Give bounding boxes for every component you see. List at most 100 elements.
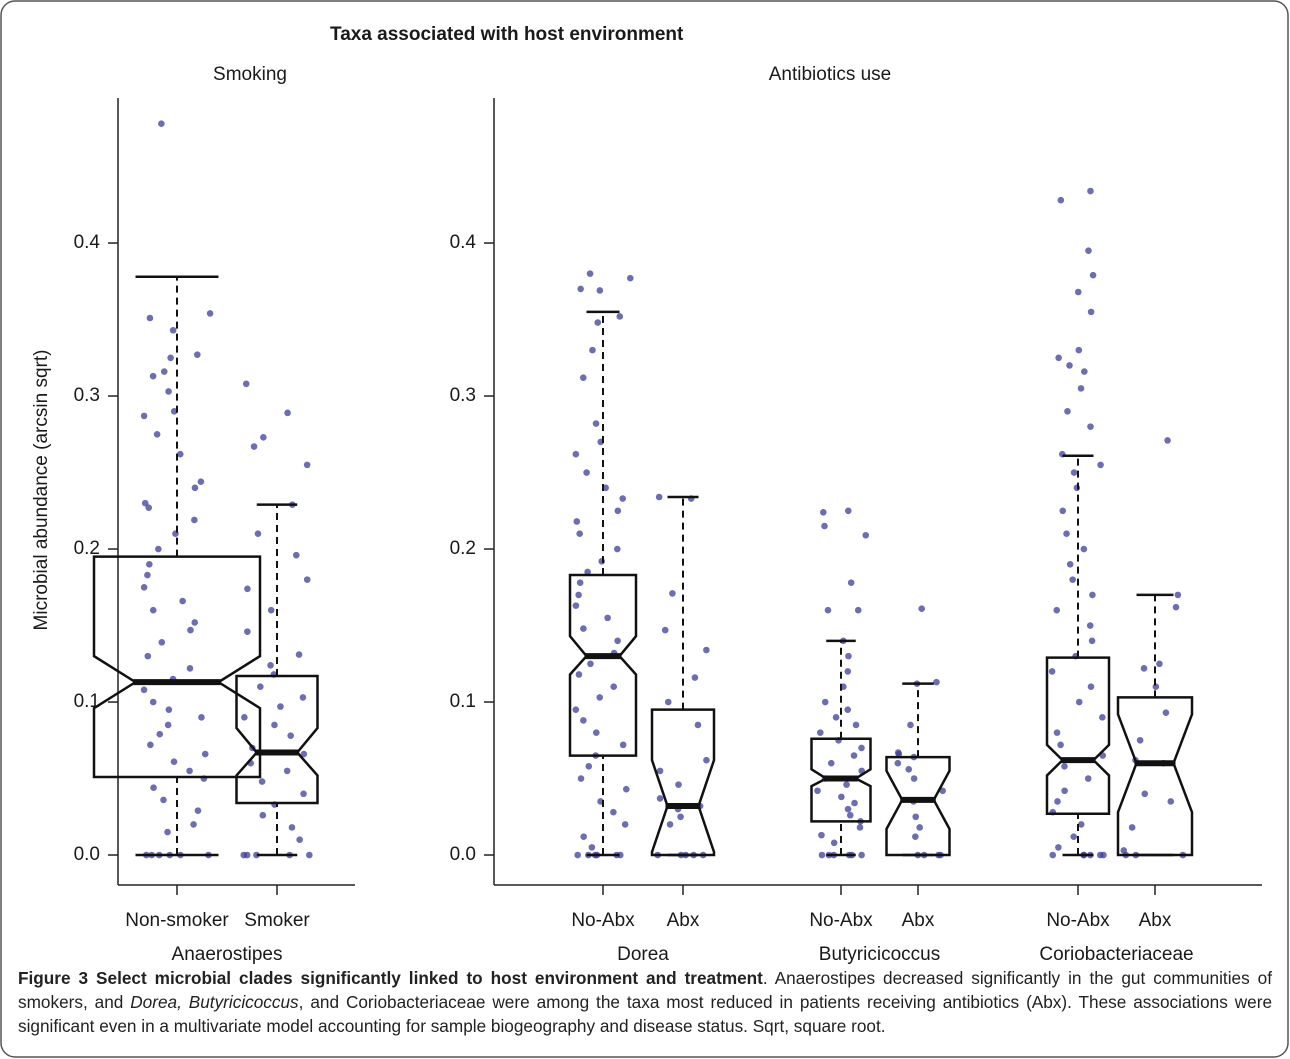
data-point [156, 730, 164, 738]
data-point [206, 310, 214, 317]
box [885, 755, 951, 857]
data-point [186, 665, 194, 672]
data-point [664, 698, 672, 706]
data-point [191, 516, 198, 524]
data-point [253, 851, 260, 859]
data-point [596, 287, 604, 294]
data-point [933, 678, 940, 686]
data-point [596, 694, 604, 701]
data-point [155, 545, 162, 553]
y-tick-label: 0.3 [74, 385, 100, 406]
data-point [669, 590, 676, 597]
data-point [838, 793, 845, 801]
data-point [258, 778, 266, 785]
data-point [576, 530, 583, 538]
x-tick-label: No-Abx [1046, 910, 1110, 931]
data-point [852, 721, 860, 729]
data-point [818, 831, 825, 839]
data-point [170, 408, 178, 415]
data-point [814, 787, 821, 795]
data-point [610, 808, 617, 816]
data-point [254, 530, 262, 538]
group-label: Anaerostipes [172, 944, 283, 965]
data-point [150, 784, 157, 791]
data-point [918, 605, 925, 612]
x-tick-label: Abx [1139, 910, 1172, 931]
data-point [153, 430, 161, 438]
data-point [1089, 591, 1096, 599]
data-point [169, 326, 177, 334]
data-point [1088, 637, 1096, 645]
data-point [844, 668, 852, 675]
data-point [271, 721, 278, 729]
data-point [179, 597, 186, 605]
x-tick-label: Abx [902, 910, 935, 931]
data-point [1070, 469, 1078, 476]
data-point [1075, 698, 1083, 706]
data-point [577, 775, 585, 782]
data-point [1055, 354, 1062, 362]
data-point [141, 499, 149, 507]
data-point [284, 409, 291, 417]
data-point [910, 775, 918, 782]
data-point [292, 551, 300, 559]
data-point [1086, 622, 1094, 629]
data-point [821, 698, 829, 706]
data-point [1064, 408, 1071, 415]
data-point [160, 796, 167, 804]
data-point [656, 767, 664, 775]
data-point [604, 614, 611, 622]
y-tick-label: 0.2 [74, 538, 100, 559]
caption: Figure 3 Select microbial clades signifi… [18, 966, 1272, 1038]
data-point [1084, 775, 1092, 782]
data-point [201, 750, 209, 758]
caption-text: , and Coriobacteriaceae were among the t… [18, 992, 1273, 1036]
data-point [257, 683, 264, 691]
data-point [579, 374, 587, 381]
data-point [703, 756, 710, 764]
box [1116, 696, 1194, 857]
y-tick-label: 0.0 [74, 844, 100, 865]
data-point [1097, 461, 1104, 469]
data-point [894, 759, 902, 767]
data-point [573, 518, 581, 525]
data-point [165, 388, 172, 395]
data-point [186, 767, 193, 775]
x-tick-label: Smoker [244, 910, 310, 931]
data-point [621, 821, 629, 828]
data-point [158, 639, 166, 646]
y-tick-label: 0.4 [74, 232, 101, 253]
data-point [1164, 437, 1171, 444]
data-point [854, 606, 862, 614]
data-point [827, 759, 835, 767]
data-point [586, 270, 594, 277]
data-point [587, 660, 594, 668]
data-point [576, 579, 584, 586]
data-point [585, 762, 593, 770]
data-point [1069, 576, 1076, 583]
data-point [147, 741, 154, 749]
data-point [267, 662, 274, 669]
data-point [241, 714, 248, 721]
data-point [1053, 729, 1061, 736]
data-point [858, 744, 865, 752]
data-point [1085, 247, 1092, 254]
data-point [1049, 851, 1057, 859]
data-point [598, 557, 606, 565]
data-point [259, 811, 267, 819]
data-point [300, 790, 307, 798]
data-point [1077, 821, 1085, 828]
data-point [830, 839, 838, 847]
data-point [907, 721, 914, 729]
group-label: Butyricicoccus [819, 944, 940, 965]
data-point [583, 469, 590, 476]
x-tick-label: Abx [667, 910, 700, 931]
data-point [267, 606, 275, 614]
x-tick-label: No-Abx [809, 910, 873, 931]
data-point [1061, 787, 1068, 795]
chart-title: Taxa associated with host environment [330, 24, 684, 45]
data-point [820, 509, 827, 516]
data-point [1141, 790, 1149, 798]
